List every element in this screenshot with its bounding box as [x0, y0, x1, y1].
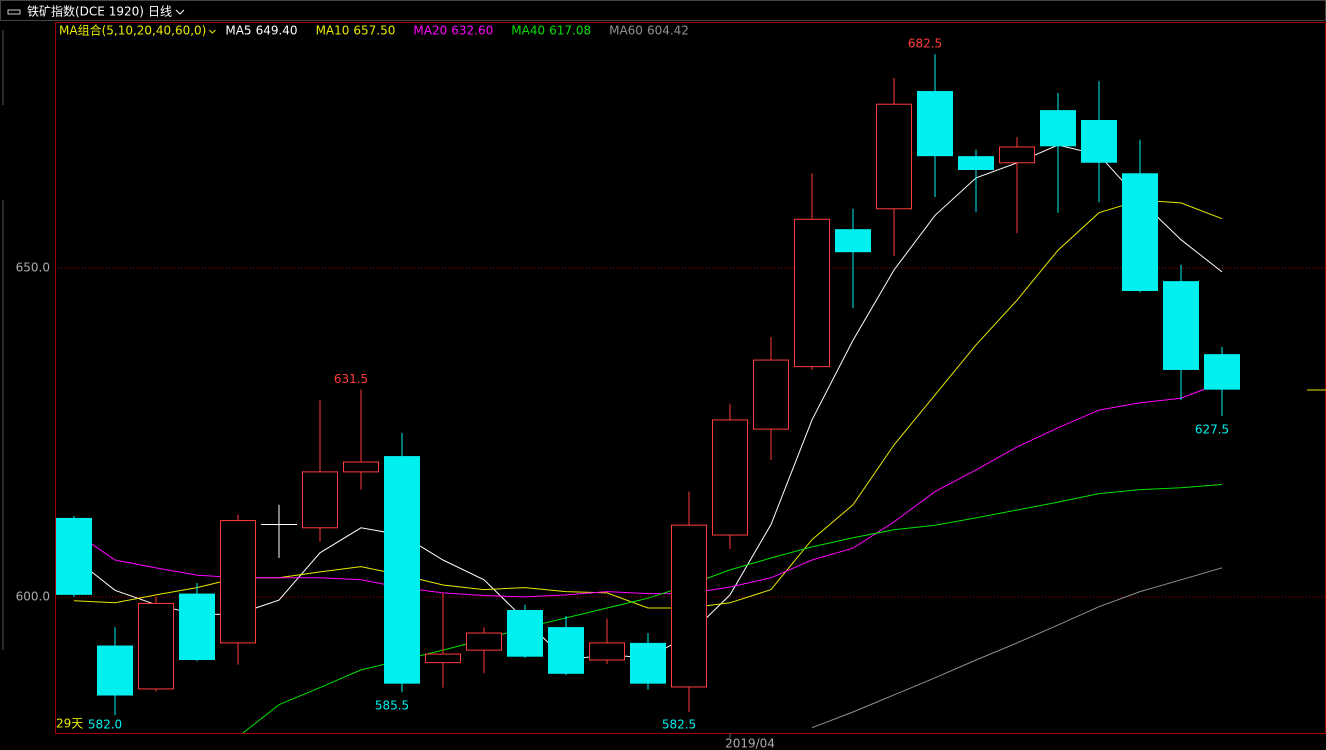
candle-body — [384, 456, 420, 684]
candle-body — [1081, 120, 1117, 163]
x-tick-label: 2019/04 — [725, 737, 775, 750]
low-label: 582.0 — [88, 718, 122, 732]
count-label: 29天 — [56, 717, 83, 731]
low-label: 585.5 — [375, 699, 409, 713]
legend-name: MA10 — [316, 24, 350, 38]
legend-value: 649.40 — [256, 24, 298, 38]
candle-body — [466, 632, 502, 651]
high-label: 682.5 — [908, 37, 942, 51]
header-bar — [0, 0, 1326, 21]
header-icon[interactable] — [7, 9, 21, 15]
candle-body — [138, 602, 174, 690]
candle-body — [712, 419, 748, 536]
legend-value: 604.42 — [647, 24, 689, 38]
high-label: 631.5 — [334, 372, 368, 386]
plot-area — [55, 54, 1326, 733]
candle-body — [1040, 110, 1076, 147]
ma-chevron[interactable] — [209, 29, 216, 34]
low-label: 582.5 — [662, 718, 696, 732]
y-tick-label: 650.0 — [16, 260, 50, 274]
ma-line — [73, 381, 1223, 598]
legend-value: 617.08 — [549, 24, 591, 38]
candle-body — [671, 524, 707, 688]
period[interactable]: 日线 — [148, 5, 172, 19]
candle-body — [958, 156, 994, 170]
candle-body — [753, 359, 789, 430]
candle-body — [1163, 281, 1199, 370]
candle-body — [794, 218, 830, 368]
candle-body — [876, 103, 912, 210]
legend-value: 632.60 — [451, 24, 493, 38]
candle-body — [56, 517, 92, 595]
ma-line — [811, 567, 1223, 729]
candle-body — [97, 645, 133, 696]
legend-name: MA40 — [511, 24, 545, 38]
candle-body — [179, 593, 215, 660]
ma-group-label: MA组合(5,10,20,40,60,0) — [59, 23, 206, 38]
period-chevron[interactable] — [175, 9, 185, 15]
candle-body — [220, 520, 256, 644]
candle-body — [589, 642, 625, 661]
candle-body — [999, 146, 1035, 164]
y-tick-label: 600.0 — [16, 589, 50, 603]
candle-body — [835, 229, 871, 253]
legend-name: MA5 — [225, 24, 251, 38]
candle-body — [548, 627, 584, 674]
legend-name: MA60 — [609, 24, 643, 38]
candle-body — [630, 642, 666, 684]
low-label: 627.5 — [1195, 422, 1229, 436]
candle-body — [917, 91, 953, 157]
legend-value: 657.50 — [353, 24, 395, 38]
candle-body — [425, 653, 461, 664]
candle-body — [507, 610, 543, 657]
candle-body — [302, 471, 338, 529]
symbol-name[interactable]: 铁矿指数(DCE 1920) — [27, 4, 144, 19]
legend-name: MA20 — [413, 24, 447, 38]
candle-body — [1122, 173, 1158, 292]
candle-body — [1204, 354, 1240, 390]
candle-body — [343, 461, 379, 473]
